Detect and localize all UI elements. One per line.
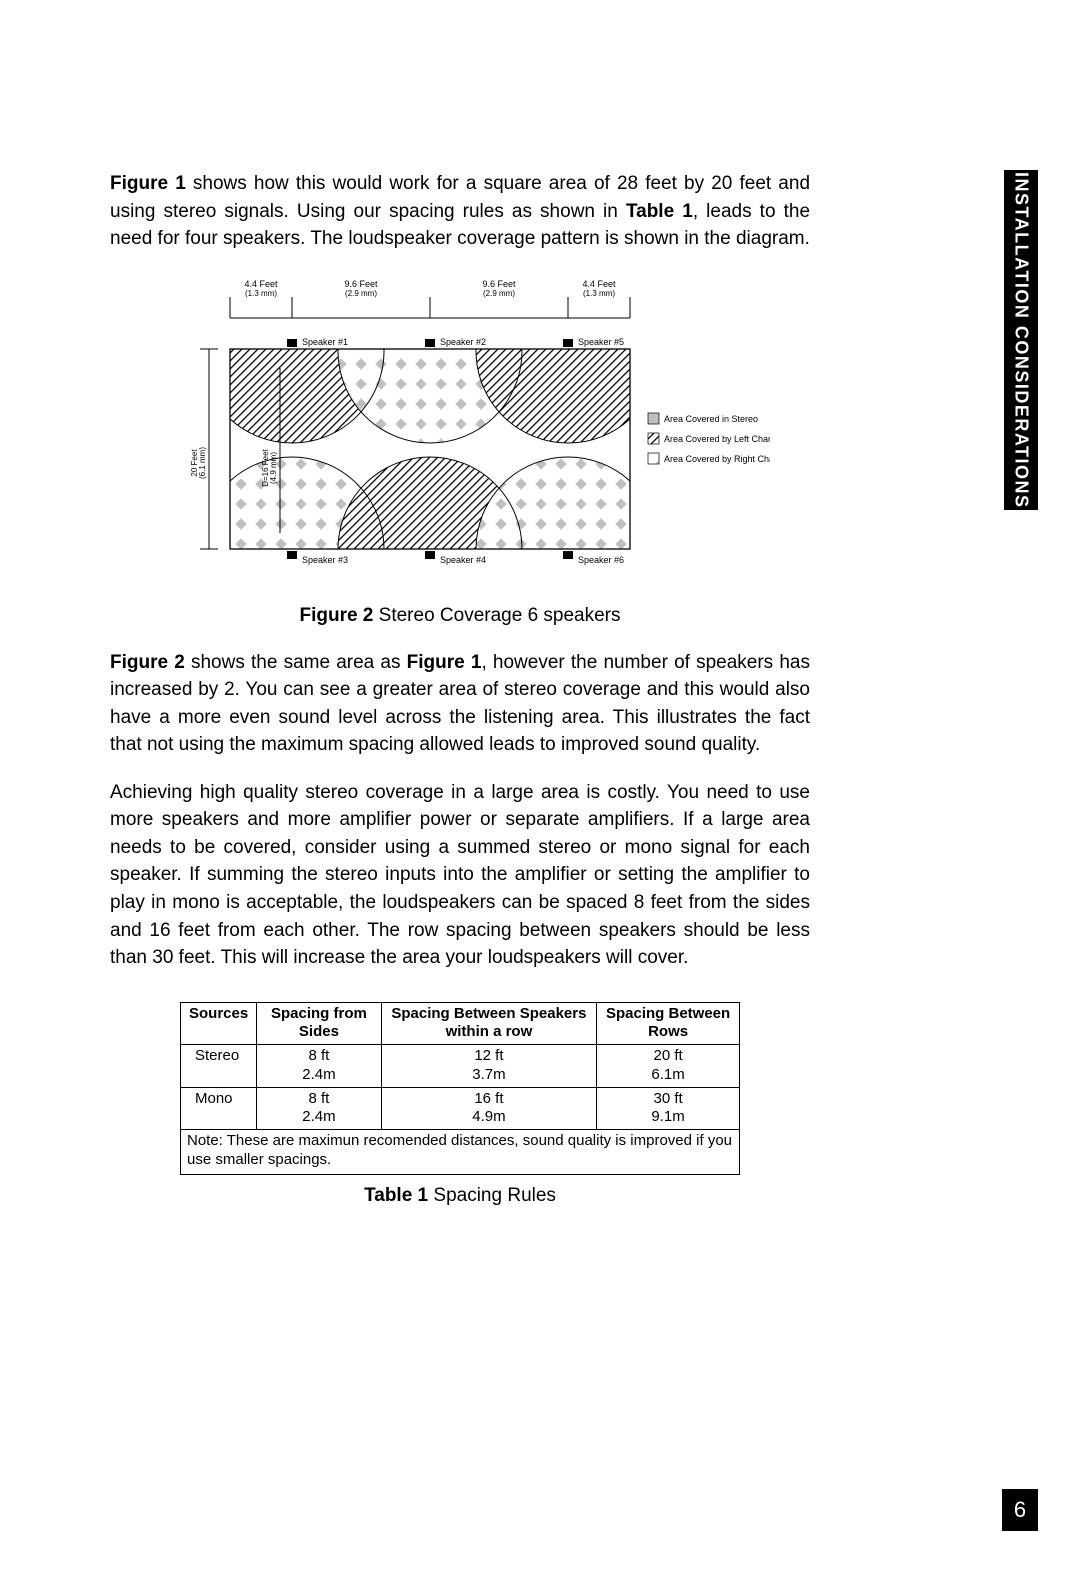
cell: 16 ft4.9m — [381, 1087, 597, 1130]
para-2: Figure 2 shows the same area as Figure 1… — [110, 649, 810, 759]
speaker-icon: Speaker #6 — [563, 551, 624, 565]
fig2-ref: Figure 2 — [110, 652, 185, 673]
table1-ref: Table 1 — [626, 201, 693, 222]
table-1-caption: Table 1 Spacing Rules — [110, 1185, 810, 1207]
speaker-icon: Speaker #3 — [287, 551, 348, 565]
spk6-label: Speaker #6 — [578, 555, 624, 565]
section-tab: INSTALLATION CONSIDERATIONS — [1004, 170, 1038, 510]
intro-paragraph: Figure 1 shows how this would work for a… — [110, 170, 810, 253]
fig1-ref: Figure 1 — [110, 173, 186, 194]
table-row: Stereo 8 ft2.4m 12 ft3.7m 20 ft6.1m — [181, 1045, 740, 1088]
table-note-row: Note: These are maximun recomended dista… — [181, 1130, 740, 1175]
legend-3: Area Covered by Right Channel — [664, 454, 770, 464]
cell: 12 ft3.7m — [381, 1045, 597, 1088]
cell: 8 ft2.4m — [257, 1087, 381, 1130]
fig2-cap-b: Figure 2 — [299, 605, 373, 626]
dim-4b: (1.3 mm) — [583, 289, 615, 298]
fig1-ref2: Figure 1 — [407, 652, 482, 673]
legend: Area Covered in Stereo Area Covered by L… — [648, 413, 770, 464]
legend-2: Area Covered by Left Channel — [664, 434, 770, 444]
dim-2a: 9.6 Feet — [344, 279, 378, 289]
legend-1: Area Covered in Stereo — [664, 414, 758, 424]
vdim-1b: (6.1 mm) — [198, 446, 207, 478]
dim-3b: (2.9 mm) — [483, 289, 515, 298]
speaker-icon: Speaker #2 — [425, 337, 486, 347]
cell-src: Stereo — [181, 1045, 257, 1088]
spk1-label: Speaker #1 — [302, 337, 348, 347]
p2-b: shows the same area as — [185, 652, 407, 673]
fig2-cap-t: Stereo Coverage 6 speakers — [373, 605, 620, 626]
table-header-row: Sources Spacing from Sides Spacing Betwe… — [181, 1002, 740, 1045]
table-note: Note: These are maximun recomended dista… — [181, 1130, 740, 1175]
cell: 8 ft2.4m — [257, 1045, 381, 1088]
th-within: Spacing Between Speakers within a row — [381, 1002, 597, 1045]
th-rows: Spacing Between Rows — [597, 1002, 740, 1045]
dim-2b: (2.9 mm) — [345, 289, 377, 298]
spk4-label: Speaker #4 — [440, 555, 486, 565]
spk3-label: Speaker #3 — [302, 555, 348, 565]
th-sources: Sources — [181, 1002, 257, 1045]
figure-2-caption: Figure 2 Stereo Coverage 6 speakers — [110, 605, 810, 627]
tbl1-cap-b: Table 1 — [364, 1185, 428, 1206]
dim-1b: (1.3 mm) — [245, 289, 277, 298]
cell: 20 ft6.1m — [597, 1045, 740, 1088]
spk2-label: Speaker #2 — [440, 337, 486, 347]
dim-3a: 9.6 Feet — [482, 279, 516, 289]
dim-1a: 4.4 Feet — [244, 279, 278, 289]
th-sides: Spacing from Sides — [257, 1002, 381, 1045]
spacing-table: Sources Spacing from Sides Spacing Betwe… — [180, 1002, 740, 1175]
cell-src: Mono — [181, 1087, 257, 1130]
vdim-2b: (4.9 mm) — [269, 451, 278, 483]
tbl1-cap-t: Spacing Rules — [428, 1185, 556, 1206]
page-content: Figure 1 shows how this would work for a… — [110, 170, 810, 1207]
speaker-icon: Speaker #5 — [563, 337, 624, 347]
page-number: 6 — [1002, 1489, 1038, 1531]
figure-2: 4.4 Feet (1.3 mm) 9.6 Feet (2.9 mm) 9.6 … — [110, 273, 810, 593]
table-row: Mono 8 ft2.4m 16 ft4.9m 30 ft9.1m — [181, 1087, 740, 1130]
dim-4a: 4.4 Feet — [582, 279, 616, 289]
para-3: Achieving high quality stereo coverage i… — [110, 779, 810, 972]
speaker-icon: Speaker #4 — [425, 551, 486, 565]
spk5-label: Speaker #5 — [578, 337, 624, 347]
speaker-icon: Speaker #1 — [287, 337, 348, 347]
cell: 30 ft9.1m — [597, 1087, 740, 1130]
coverage-diagram: 4.4 Feet (1.3 mm) 9.6 Feet (2.9 mm) 9.6 … — [150, 273, 770, 593]
